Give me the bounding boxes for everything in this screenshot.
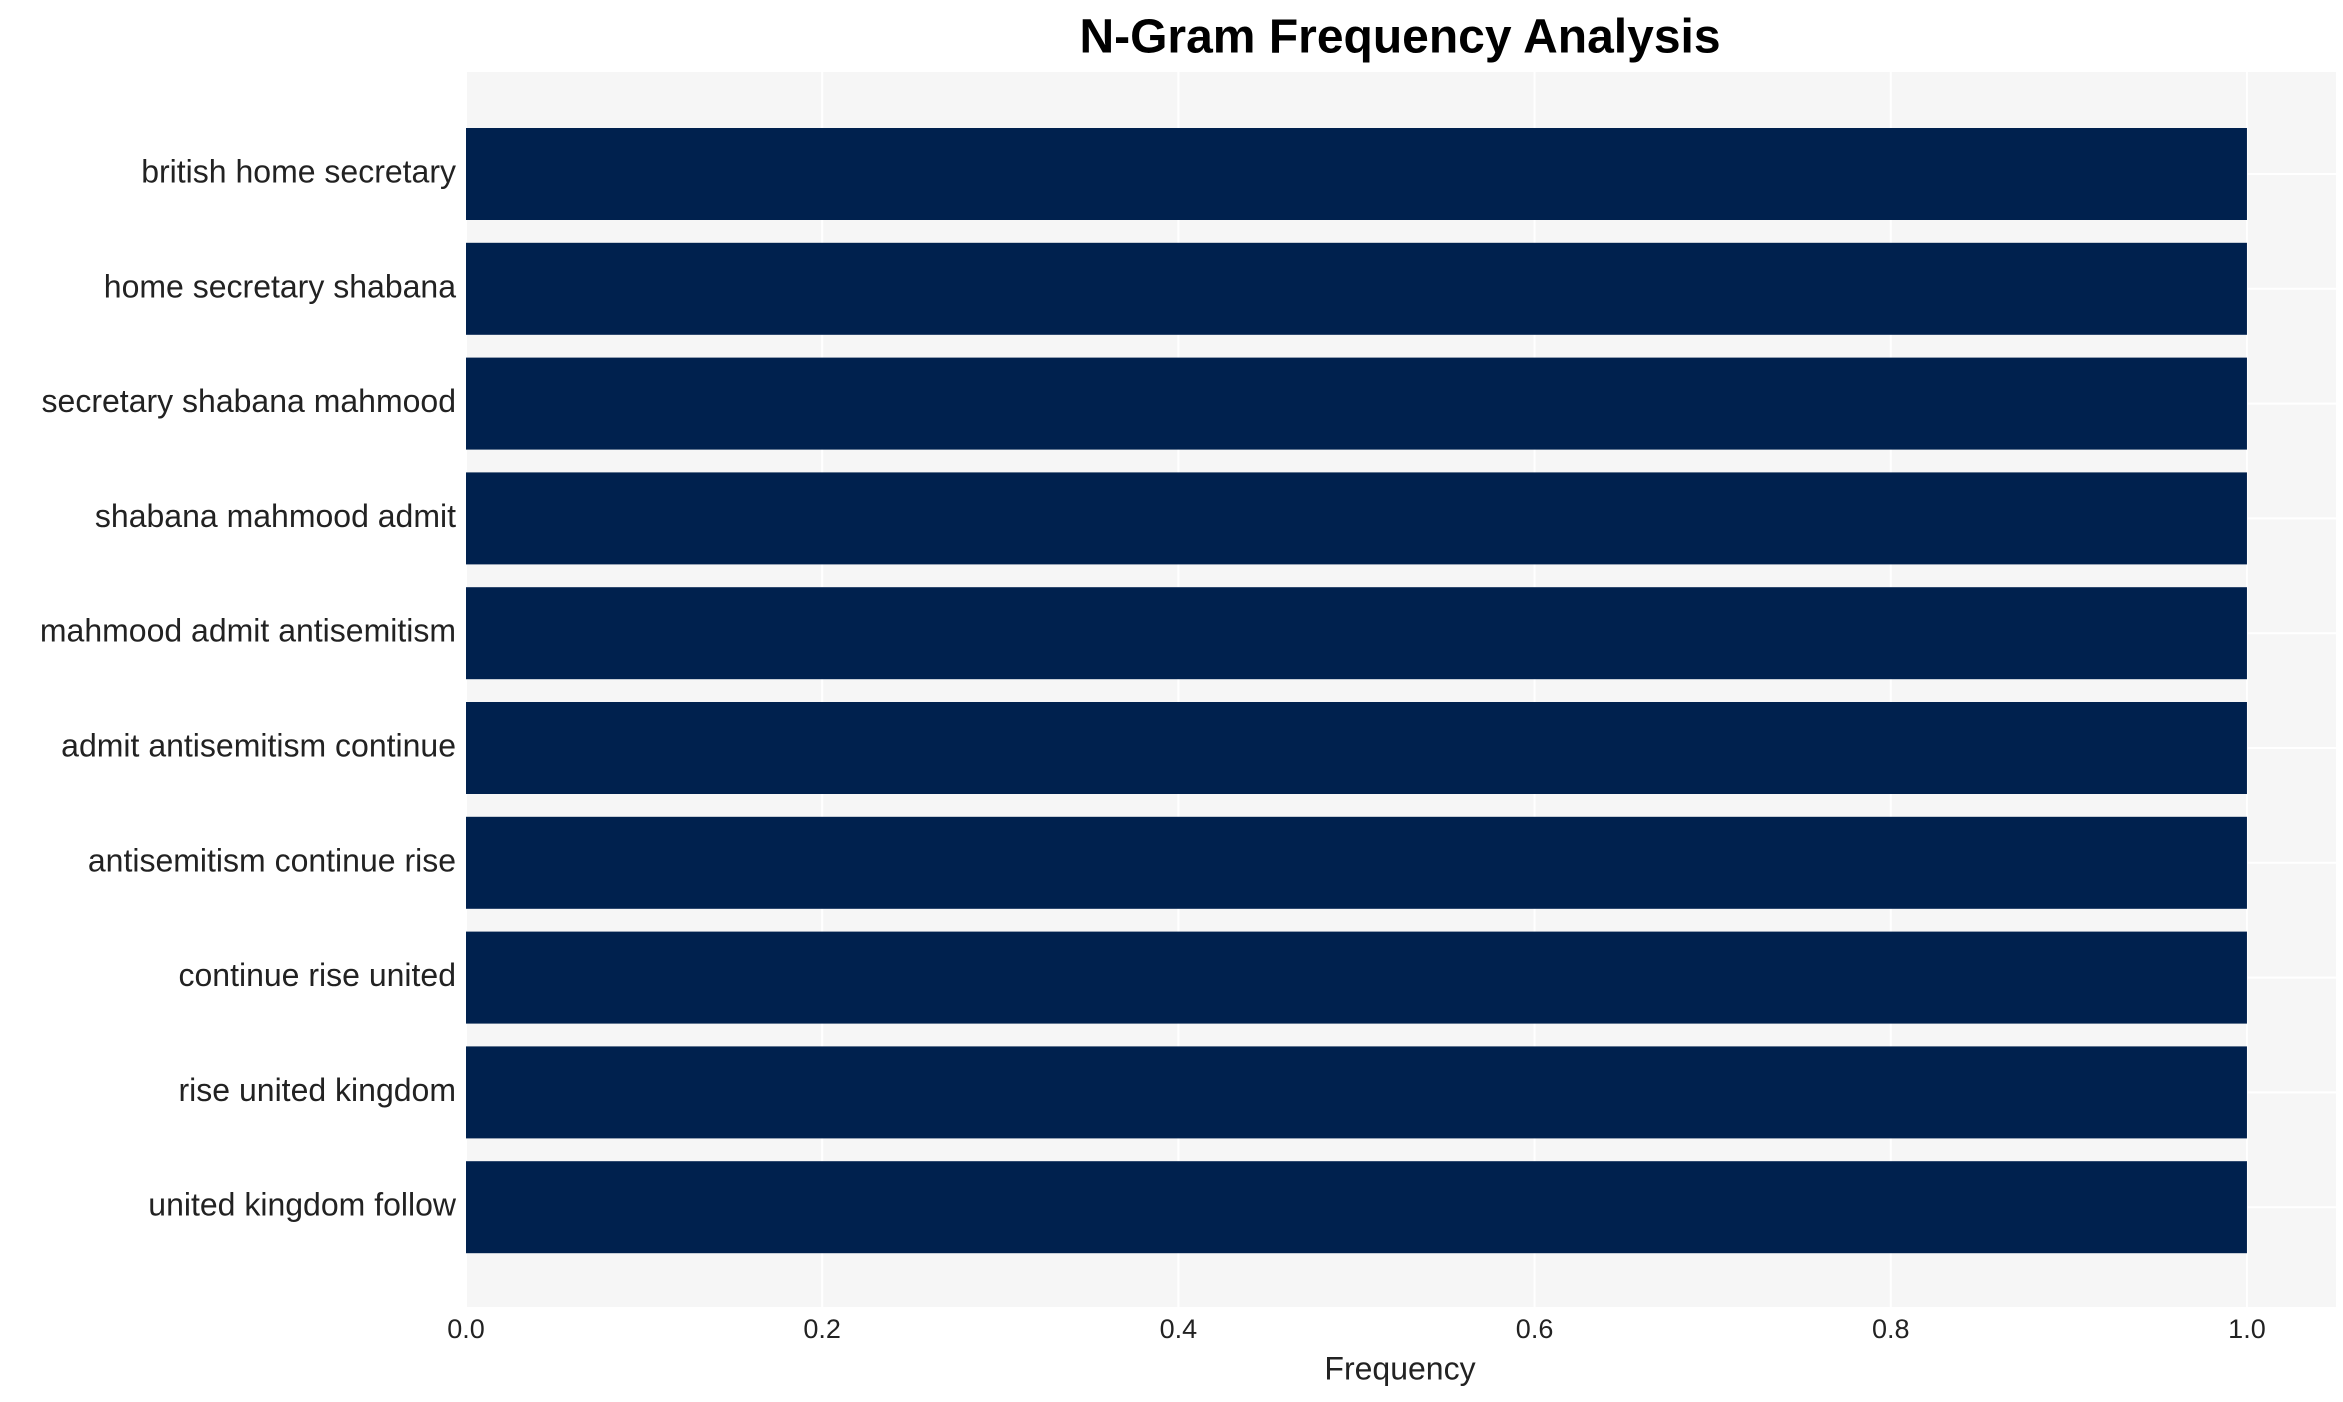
bar bbox=[466, 931, 2247, 1024]
x-tick-label: 0.2 bbox=[803, 1314, 841, 1344]
x-axis-label: Frequency bbox=[1324, 1350, 1475, 1386]
bar bbox=[466, 1046, 2247, 1139]
bar bbox=[466, 587, 2247, 680]
bar bbox=[466, 128, 2247, 220]
bar bbox=[466, 357, 2247, 450]
x-tick-label: 0.8 bbox=[1872, 1314, 1910, 1344]
y-tick-label: british home secretary bbox=[141, 153, 456, 189]
y-tick-label: secretary shabana mahmood bbox=[42, 383, 456, 419]
y-tick-label: home secretary shabana bbox=[104, 268, 456, 304]
y-tick-label: antisemitism continue rise bbox=[88, 842, 456, 878]
bar bbox=[466, 702, 2247, 794]
bar bbox=[466, 816, 2247, 909]
y-tick-label: rise united kingdom bbox=[179, 1072, 456, 1108]
x-tick-label: 0.0 bbox=[447, 1314, 485, 1344]
chart-title: N-Gram Frequency Analysis bbox=[1079, 11, 1720, 64]
y-tick-label: mahmood admit antisemitism bbox=[40, 613, 456, 649]
x-tick-label: 0.4 bbox=[1160, 1314, 1198, 1344]
x-tick-label: 0.6 bbox=[1516, 1314, 1554, 1344]
y-tick-label: continue rise united bbox=[178, 957, 456, 993]
bar bbox=[466, 1161, 2247, 1254]
y-tick-label: admit antisemitism continue bbox=[61, 727, 456, 763]
x-tick-label: 1.0 bbox=[2228, 1314, 2266, 1344]
y-tick-label: shabana mahmood admit bbox=[95, 498, 456, 534]
bar bbox=[466, 472, 2247, 565]
y-tick-label: united kingdom follow bbox=[148, 1187, 457, 1223]
bar bbox=[466, 242, 2247, 335]
